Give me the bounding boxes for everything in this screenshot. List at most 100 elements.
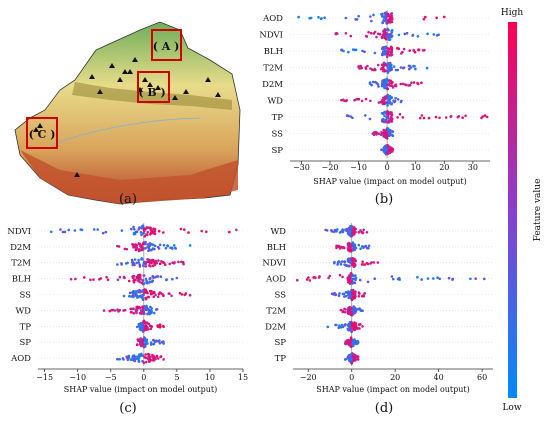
shap-point [443,15,446,19]
shap-point [369,67,372,70]
shap-point [116,278,120,282]
station-marker [142,77,148,82]
shap-point [353,226,356,229]
shap-point [132,225,135,229]
shap-point [387,145,391,149]
shap-point [159,355,162,359]
shap-point [435,34,439,37]
shap-point [138,354,141,358]
shap-point [118,275,122,279]
shap-point [380,118,384,122]
shap-point [317,15,320,19]
shap-point [426,277,430,280]
shap-point [371,80,375,84]
shap-point [386,128,390,131]
shap-point [370,19,373,23]
x-tick-label: 10 [205,373,215,382]
shap-point [380,84,384,88]
shap-point [160,260,163,263]
x-tick-label: 30 [468,163,478,172]
feature-label: SS [20,291,32,301]
map-panel: ( A ) ( B ) ( C ) [14,21,241,205]
shap-point [144,265,148,268]
shap-point [129,310,133,314]
shap-point [140,281,144,285]
shap-point [352,306,355,310]
shap-point [344,290,348,294]
shap-point [132,274,136,278]
shap-point [389,65,393,69]
shap-point [127,279,131,283]
shap-point [120,229,124,232]
shap-point [390,34,394,38]
shap-point [135,311,138,315]
shap-point [144,296,147,300]
shap-point [175,276,179,280]
shap-point [355,97,359,101]
shap-point [420,278,424,281]
station-marker [215,92,221,97]
shap-point [113,309,117,312]
shap-point [334,32,338,36]
shap-point [387,20,391,23]
shap-point [390,133,394,137]
shap-point [187,231,190,234]
shap-point [135,294,138,297]
shap-point [401,116,405,119]
panel-c-plot: NDVI D2M T2M BLH SS WD TP SP AOD −15 −10 −5 0 5 10 15 SH… [7,223,248,394]
shap-point [483,277,486,281]
shap-point [146,258,149,261]
x-tick-label: 40 [434,373,444,382]
shap-point [350,289,353,293]
shap-point [351,48,355,51]
shap-point [404,83,408,87]
shap-point [80,228,84,232]
shap-point [154,357,157,360]
shap-point [162,324,165,328]
shap-point [361,325,364,328]
shap-point [130,227,133,231]
shap-point [399,66,403,69]
x-tick-label: 20 [439,163,449,172]
shap-point [347,339,350,343]
shap-point [374,80,377,84]
shap-point [384,86,388,89]
shap-point [344,99,348,103]
shap-point [469,277,472,281]
shap-point [464,114,467,118]
shap-point [388,79,391,82]
shap-point [388,112,392,115]
shap-point [180,293,184,296]
shap-point [369,99,372,103]
shap-point [139,337,143,341]
shap-point [144,277,148,281]
shap-point [124,262,128,265]
shap-point [148,280,151,284]
shap-point [143,229,146,233]
shap-point [381,12,384,16]
shap-point [158,339,161,342]
shap-point [143,227,146,230]
shap-point [355,342,359,346]
shap-point [143,321,146,325]
shap-point [129,358,133,361]
shap-point [444,116,448,119]
shap-point [146,231,150,234]
shap-point [141,298,145,302]
shap-point [168,262,171,266]
shap-point [341,292,345,296]
shap-point [347,50,350,54]
shap-point [151,353,154,357]
shap-point [369,15,372,18]
colorbar-title: Feature value [533,179,543,242]
shap-point [372,68,376,72]
shap-point [334,293,338,297]
shap-point [427,116,431,120]
shap-point [353,338,356,341]
shap-point [390,51,393,54]
shap-point [392,65,396,68]
shap-point [388,38,392,41]
shap-point [166,244,170,248]
shap-point [149,341,153,344]
shap-point [143,282,146,285]
